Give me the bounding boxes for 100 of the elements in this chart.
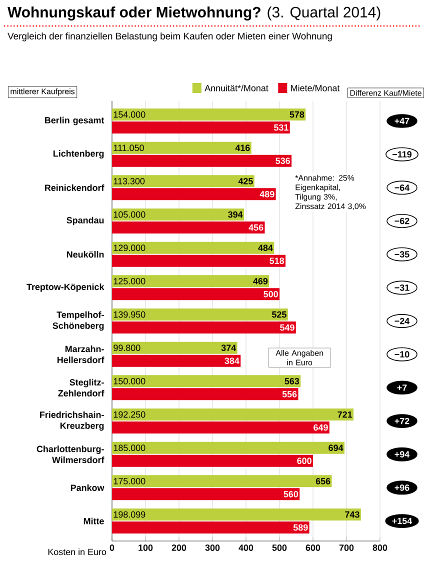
y-tick-label: Treptow-Köpenick — [26, 283, 104, 292]
data-label: 489 — [260, 190, 274, 198]
annotation: 113.300 — [114, 178, 145, 184]
y-tick-label: Friedrichshain-Kreuzberg — [40, 411, 104, 431]
data-label: 456 — [248, 224, 264, 231]
x-axis-title: Kosten in Euro — [48, 548, 106, 556]
x-tick-label: 100 — [138, 544, 153, 551]
data-label: 384 — [224, 358, 240, 364]
bar — [112, 288, 280, 300]
bar — [112, 388, 298, 400]
text: −10 — [394, 351, 410, 358]
data-label: 656 — [316, 478, 330, 484]
annotation: 125.000 — [114, 278, 146, 284]
text: +72 — [394, 418, 410, 424]
data-label: 649 — [314, 424, 328, 431]
bar — [112, 275, 270, 288]
y-tick-label: Neukölln — [66, 251, 104, 258]
x-tick-label: 500 — [272, 544, 287, 551]
bar — [112, 442, 344, 454]
bar — [112, 375, 301, 388]
data-label: 374 — [221, 344, 236, 352]
x-tick-label: 300 — [205, 544, 220, 551]
bar — [112, 188, 276, 200]
bar — [112, 488, 300, 500]
annotation: 105.000 — [114, 211, 146, 218]
annotation: 185.000 — [114, 444, 146, 452]
bar — [112, 454, 313, 467]
x-tick-label: 400 — [238, 544, 254, 551]
text: +94 — [394, 451, 410, 458]
bar — [112, 508, 361, 521]
y-tick-label: Spandau — [66, 216, 104, 226]
x-tick-label: 700 — [339, 544, 354, 551]
data-label: 536 — [276, 158, 290, 164]
text: −35 — [394, 251, 410, 258]
bar — [112, 342, 238, 354]
text: +154 — [392, 518, 412, 524]
data-label: 589 — [293, 524, 308, 531]
bar — [112, 475, 332, 488]
y-tick-label: Mitte — [84, 518, 104, 524]
text: −31 — [394, 284, 410, 291]
annotation: 111.050 — [114, 144, 144, 152]
data-label: 416 — [235, 144, 250, 152]
data-label: 484 — [258, 244, 273, 252]
data-label: 563 — [284, 378, 300, 384]
legend-label: Annuität*/Monat — [204, 84, 268, 92]
bar — [112, 322, 296, 334]
bar — [112, 175, 254, 188]
y-tick-label: Lichtenberg — [54, 150, 104, 159]
y-tick-label: Tempelhof-Schöneberg — [52, 311, 104, 331]
bar — [112, 208, 244, 221]
x-tick-label: 0 — [110, 544, 114, 551]
bar — [112, 422, 330, 434]
data-label: 518 — [270, 258, 284, 264]
data-label: 578 — [290, 111, 304, 118]
y-tick-label: Reinickendorf — [45, 184, 104, 191]
bar — [112, 108, 306, 120]
bar — [112, 522, 310, 534]
annotation: 175.000 — [114, 478, 146, 484]
y-tick-label: Charlottenburg-Wilmersdorf — [36, 446, 104, 464]
annotation: 192.250 — [114, 411, 146, 418]
text: −119 — [392, 151, 412, 158]
y-tick-label: Pankow — [70, 484, 104, 491]
data-label: 425 — [238, 178, 253, 184]
data-label: 549 — [280, 324, 294, 331]
data-label: 394 — [228, 211, 243, 218]
bar — [112, 142, 252, 154]
bar — [112, 308, 288, 321]
data-label: 525 — [272, 311, 286, 318]
data-label: 531 — [274, 124, 288, 131]
data-label: 721 — [338, 411, 352, 418]
data-label: 469 — [253, 278, 268, 284]
text: −64 — [394, 184, 410, 191]
bar — [112, 242, 274, 254]
x-tick-label: 800 — [372, 544, 388, 551]
y-tick-label: Steglitz-Zehlendorf — [58, 378, 104, 396]
x-tick-label: 600 — [306, 544, 320, 551]
text: +7 — [397, 384, 407, 391]
data-label: 600 — [297, 458, 312, 464]
annotation: 198.099 — [114, 511, 146, 518]
bar — [112, 354, 241, 367]
bar — [112, 122, 290, 134]
data-label: 560 — [284, 490, 298, 498]
annotation: 129.000 — [114, 244, 146, 252]
text: +96 — [394, 484, 410, 491]
x-tick-label: 200 — [172, 544, 186, 551]
annotation: 139.950 — [114, 311, 146, 318]
bar — [112, 222, 265, 234]
bar — [112, 254, 286, 267]
data-label: 743 — [345, 511, 360, 518]
data-label: 556 — [282, 390, 297, 398]
annotation: 154.000 — [114, 111, 146, 118]
annotation: 99.800 — [114, 344, 140, 352]
text: −62 — [394, 218, 410, 224]
text: +47 — [394, 118, 410, 124]
y-tick-label: Marzahn-Hellersdorf — [57, 346, 104, 364]
bar — [112, 154, 292, 167]
chart-subtitle: Vergleich der finanziellen Belastung beim Kaufen oder Mieten einer Wohnung — [8, 32, 332, 42]
text: −24 — [394, 318, 410, 324]
data-label: 500 — [264, 290, 278, 298]
y-tick-label: Berlin gesamt — [45, 116, 104, 126]
